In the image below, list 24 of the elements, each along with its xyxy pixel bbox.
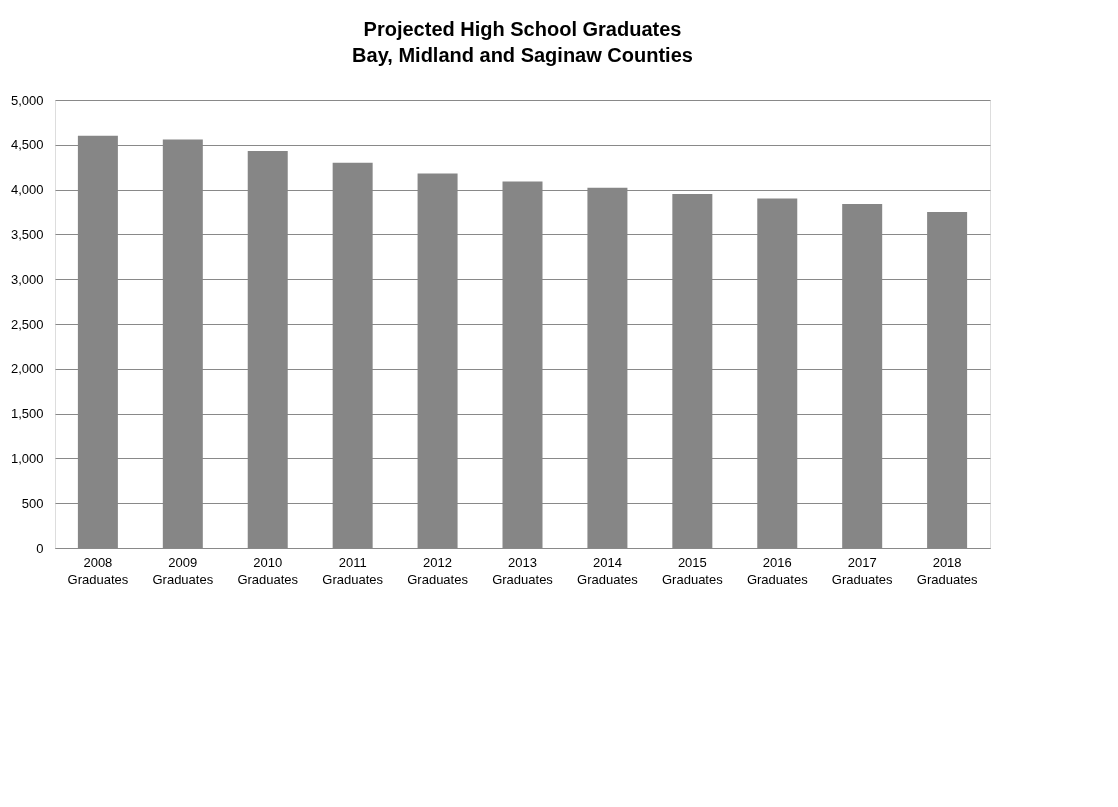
y-tick-label: 2,000 <box>10 361 44 377</box>
x-tick-label: 2012 Graduates <box>407 554 469 587</box>
y-tick-label: 0 <box>36 540 44 556</box>
y-tick-label: 5,000 <box>10 92 44 108</box>
y-tick-label: 4,000 <box>10 182 44 198</box>
y-tick-label: 4,500 <box>10 137 44 153</box>
x-tick-label: 2011 Graduates <box>322 554 384 587</box>
x-tick-label: 2017 Graduates <box>831 554 894 587</box>
y-tick-label: 1,000 <box>10 450 44 466</box>
y-tick-label: 3,500 <box>10 226 44 242</box>
y-tick-label: 500 <box>21 495 44 511</box>
chart-subtitle: Bay, Midland and Saginaw Counties <box>352 44 693 66</box>
x-tick-label: 2010 Graduates <box>237 554 299 587</box>
x-tick-label: 2015 Graduates <box>661 554 724 587</box>
x-tick-label: 2009 Graduates <box>152 554 214 587</box>
y-tick-label: 3,000 <box>10 271 44 287</box>
y-tick-label: 1,500 <box>10 406 44 422</box>
chart-title: Projected High School Graduates <box>363 18 682 40</box>
x-tick-label: 2013 Graduates <box>492 554 554 587</box>
x-tick-label: 2014 Graduates <box>577 554 639 587</box>
y-tick-label: 2,500 <box>10 316 44 332</box>
x-tick-label: 2016 Graduates <box>746 554 809 587</box>
x-tick-label: 2018 Graduates <box>916 554 978 587</box>
x-tick-label: 2008 Graduates <box>67 554 129 587</box>
